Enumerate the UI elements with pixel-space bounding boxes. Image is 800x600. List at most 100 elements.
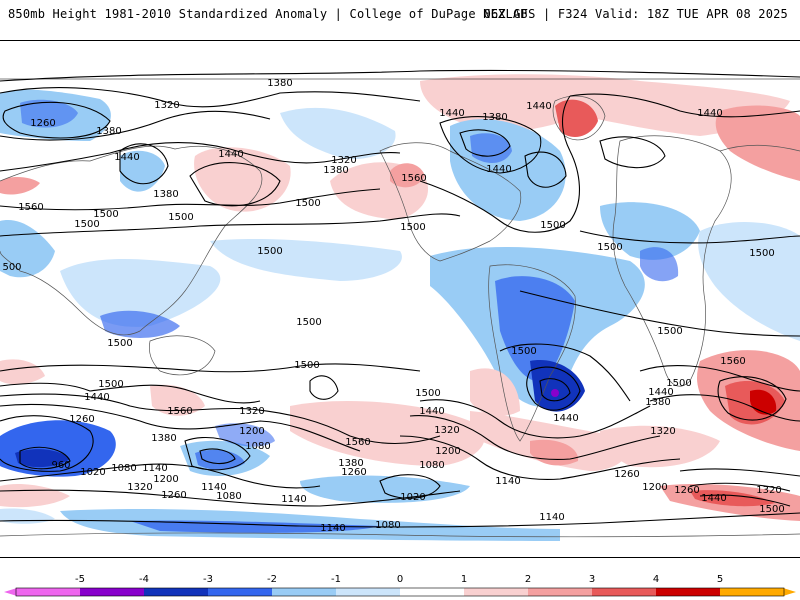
anomaly-negative-region xyxy=(280,107,396,160)
colorbar-tick-label: 3 xyxy=(589,574,595,585)
height-contour xyxy=(0,87,421,108)
contour-label: 1380 xyxy=(153,189,178,200)
height-contour xyxy=(599,136,666,169)
colorbar-segment xyxy=(656,588,721,596)
colorbar: -5 -4 -3 -2 -1 0 1 2 3 4 5 xyxy=(0,566,800,600)
contour-label: 1320 xyxy=(331,155,356,166)
contour-label: 500 xyxy=(2,262,21,273)
colorbar-segment xyxy=(144,588,209,596)
colorbar-segment xyxy=(592,588,657,596)
colorbar-segment xyxy=(528,588,593,596)
contour-label: 1320 xyxy=(650,426,675,437)
height-contour xyxy=(0,463,321,489)
height-contour xyxy=(119,143,169,185)
contour-label-layer: 1380132012601380144013801440132013801560… xyxy=(2,78,784,534)
contour-label: 1440 xyxy=(439,108,464,119)
anomaly-negative-region xyxy=(300,475,470,503)
contour-label: 1200 xyxy=(435,446,460,457)
height-contour xyxy=(0,188,381,211)
height-contour xyxy=(679,468,800,477)
contour-label: 1500 xyxy=(749,248,774,259)
contour-label: 1140 xyxy=(201,482,226,493)
contour-label: 1200 xyxy=(239,426,264,437)
colorbar-outline xyxy=(15,587,785,597)
height-contour xyxy=(0,393,441,445)
north-america-coastline xyxy=(379,142,522,262)
south-america-coastline xyxy=(488,264,576,442)
colorbar-tick-label: -5 xyxy=(75,574,85,585)
height-contour xyxy=(524,151,567,188)
anomaly-positive-region xyxy=(0,177,40,195)
height-contour xyxy=(0,489,461,507)
height-contour xyxy=(184,437,251,471)
anomaly-positive-region xyxy=(0,484,70,508)
height-contour xyxy=(0,512,800,528)
colorbar-tick-label: 0 xyxy=(397,574,403,585)
contour-label: 1140 xyxy=(320,523,345,534)
contour-label: 1260 xyxy=(674,485,699,496)
height-contour xyxy=(409,415,661,460)
colorbar-tick-label: 4 xyxy=(653,574,659,585)
colorbar-high-arrow xyxy=(783,588,796,596)
anomaly-negative-region xyxy=(130,520,380,533)
contour-label: 1500 xyxy=(74,219,99,230)
contour-label: 960 xyxy=(51,460,70,471)
anomaly-positive-region xyxy=(715,105,800,181)
colorbar-segment xyxy=(16,588,81,596)
asia-coastline xyxy=(0,145,263,336)
asia-east-coastline xyxy=(719,144,800,152)
colorbar-tick-label: 1 xyxy=(461,574,467,585)
contour-label: 1140 xyxy=(142,463,167,474)
contour-label: 1260 xyxy=(341,467,366,478)
height-contour xyxy=(0,142,401,172)
contour-label: 1560 xyxy=(720,356,745,367)
colorbar-segment xyxy=(208,588,273,596)
height-contour xyxy=(526,366,581,411)
colorbar-tick-label: -3 xyxy=(203,574,213,585)
contour-label: 1080 xyxy=(375,520,400,531)
anomaly-positive-region xyxy=(0,359,45,385)
europe-africa-coastline xyxy=(612,135,732,387)
contour-label: 1020 xyxy=(80,467,105,478)
contour-label: 1380 xyxy=(323,165,348,176)
anomaly-negative-region xyxy=(495,276,575,382)
height-contour-layer xyxy=(0,69,800,528)
anomaly-positive-region xyxy=(390,163,425,188)
contour-label: 1500 xyxy=(540,220,565,231)
height-contour xyxy=(539,378,571,402)
colorbar-low-arrow xyxy=(4,588,17,596)
contour-label: 1080 xyxy=(111,463,136,474)
height-contour xyxy=(717,376,787,421)
height-contour xyxy=(459,129,511,157)
colorbar-segment xyxy=(464,588,529,596)
height-contour xyxy=(639,365,800,392)
anomaly-extreme-negative xyxy=(551,389,559,397)
anomaly-negative-region xyxy=(0,220,55,278)
contour-label: 1500 xyxy=(415,388,440,399)
height-contour xyxy=(439,116,542,174)
valid-time: 06Z GFS | F324 Valid: 18Z TUE APR 08 202… xyxy=(483,7,788,21)
map-panel: 1380 1320 1260 1380 1440 1380 1440 1320 1380 1560… xyxy=(0,40,800,558)
anomaly-negative-region xyxy=(15,449,70,468)
contour-label: 1500 xyxy=(294,360,319,371)
contour-label: 1140 xyxy=(281,494,306,505)
colorbar-segment xyxy=(400,588,465,596)
contour-label: 1500 xyxy=(666,378,691,389)
contour-label: 1440 xyxy=(701,493,726,504)
colorbar-segment xyxy=(720,588,785,596)
height-contour xyxy=(0,363,421,373)
contour-label: 1500 xyxy=(295,198,320,209)
contour-label: 1440 xyxy=(648,387,673,398)
contour-label: 1440 xyxy=(84,392,109,403)
height-contour xyxy=(649,394,800,422)
contour-label: 1320 xyxy=(434,425,459,436)
height-contour xyxy=(419,95,581,233)
contour-label: 1500 xyxy=(168,212,193,223)
contour-label: 1500 xyxy=(657,326,682,337)
contour-label: 1080 xyxy=(245,441,270,452)
anomaly-positive-region xyxy=(750,389,777,415)
height-contour xyxy=(0,69,800,82)
contour-label: 1440 xyxy=(114,152,139,163)
contour-label: 1380 xyxy=(96,126,121,137)
height-contour xyxy=(0,382,261,404)
